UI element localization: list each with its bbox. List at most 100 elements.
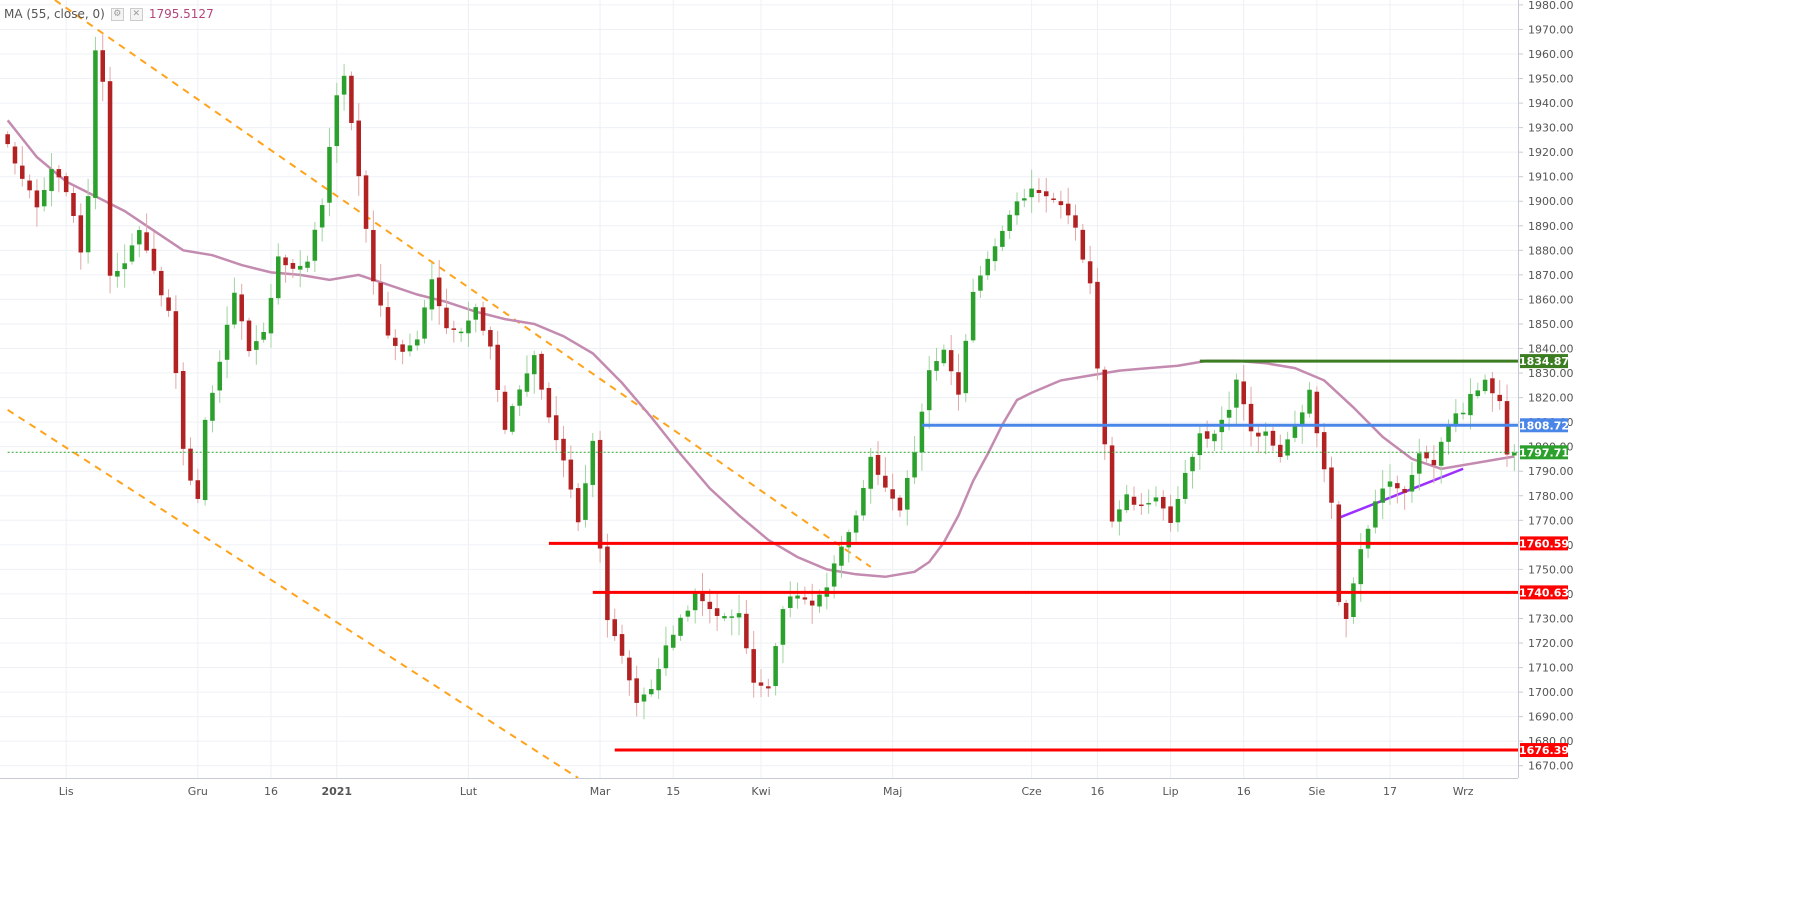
candle-body bbox=[1387, 481, 1393, 487]
candle-body bbox=[839, 546, 844, 566]
indicator-name: MA (55, close, 0) bbox=[4, 7, 105, 21]
candle-body bbox=[1073, 215, 1078, 228]
candle-body bbox=[956, 372, 961, 395]
candle-body bbox=[1095, 281, 1100, 369]
candle-body bbox=[451, 328, 457, 330]
candle-body bbox=[846, 532, 852, 548]
candle-body bbox=[1058, 201, 1064, 206]
candle-body bbox=[356, 120, 361, 177]
candle-body bbox=[1438, 441, 1444, 466]
candle-body bbox=[963, 340, 969, 394]
candle-body bbox=[254, 341, 259, 350]
candle-body bbox=[1409, 474, 1415, 492]
y-tick-label: 1790.00 bbox=[1528, 465, 1574, 478]
y-tick-label: 1910.00 bbox=[1528, 171, 1574, 184]
candle-body bbox=[568, 459, 574, 490]
candle-body bbox=[517, 389, 522, 406]
candle-body bbox=[934, 361, 939, 371]
candle-body bbox=[575, 488, 581, 523]
candle-body bbox=[71, 193, 76, 216]
candle-body bbox=[926, 370, 932, 411]
y-tick-label: 1830.00 bbox=[1528, 367, 1574, 380]
x-tick-label: Lip bbox=[1162, 785, 1178, 798]
candle-body bbox=[1007, 214, 1012, 231]
candle-body bbox=[224, 324, 230, 360]
candle-body bbox=[1241, 381, 1246, 405]
y-tick-label: 1840.00 bbox=[1528, 343, 1574, 356]
candle-body bbox=[129, 245, 135, 262]
candle-body bbox=[327, 146, 332, 203]
level-price-label: 1808.72 bbox=[1519, 419, 1569, 432]
x-tick-label: Lut bbox=[460, 785, 478, 798]
y-tick-label: 1870.00 bbox=[1528, 269, 1574, 282]
candle-body bbox=[627, 657, 632, 681]
candle-body bbox=[1424, 452, 1429, 459]
y-tick-label: 1950.00 bbox=[1528, 73, 1574, 86]
candle-body bbox=[809, 600, 815, 606]
candle-body bbox=[707, 601, 713, 610]
y-tick-label: 1920.00 bbox=[1528, 146, 1574, 159]
candle-body bbox=[1512, 452, 1517, 456]
candle-body bbox=[1453, 413, 1459, 425]
candle-body bbox=[817, 594, 822, 607]
y-tick-label: 1890.00 bbox=[1528, 220, 1574, 233]
candle-body bbox=[305, 261, 310, 268]
indicator-value: 1795.5127 bbox=[148, 7, 214, 21]
candle-body bbox=[173, 311, 179, 374]
candle-body bbox=[685, 610, 691, 617]
candle-body bbox=[495, 344, 500, 390]
candle-body bbox=[787, 596, 793, 608]
candle-body bbox=[1336, 504, 1342, 603]
candle-body bbox=[1365, 528, 1371, 549]
candle-body bbox=[831, 563, 837, 587]
candle-body bbox=[553, 415, 559, 441]
level-price-tag bbox=[1520, 743, 1568, 758]
close-icon[interactable]: ✕ bbox=[129, 7, 143, 21]
trend-line-dashed bbox=[7, 409, 579, 779]
candle-body bbox=[1402, 488, 1407, 493]
candle-body bbox=[670, 634, 676, 648]
candle-body bbox=[349, 75, 354, 123]
x-tick-label: 16 bbox=[1237, 785, 1251, 798]
candle-body bbox=[641, 694, 647, 702]
gear-icon[interactable]: ⚙ bbox=[110, 7, 124, 21]
candle-body bbox=[261, 331, 266, 340]
candle-body bbox=[714, 608, 720, 616]
candle-body bbox=[137, 230, 142, 245]
x-tick-label: Maj bbox=[883, 785, 902, 798]
x-tick-label: 16 bbox=[1090, 785, 1104, 798]
candle-body bbox=[1204, 431, 1210, 439]
candle-body bbox=[912, 452, 917, 478]
candle-body bbox=[663, 645, 669, 669]
level-price-tag bbox=[1520, 418, 1568, 433]
candle-body bbox=[941, 349, 947, 364]
candle-body bbox=[502, 391, 508, 430]
candle-body bbox=[93, 50, 98, 198]
candle-body bbox=[883, 475, 888, 488]
candle-body bbox=[480, 307, 486, 331]
candle-body bbox=[1468, 393, 1473, 416]
candle-body bbox=[1124, 494, 1129, 511]
y-tick-label: 1860.00 bbox=[1528, 293, 1574, 306]
candle-body bbox=[1168, 506, 1173, 523]
candle-body bbox=[1022, 198, 1027, 201]
candle-body bbox=[1197, 433, 1203, 456]
candle-body bbox=[539, 353, 544, 390]
candle-body bbox=[100, 50, 106, 82]
candle-body bbox=[1109, 445, 1115, 522]
x-tick-label: Mar bbox=[590, 785, 611, 798]
candle-body bbox=[773, 646, 778, 686]
candle-body bbox=[1314, 391, 1320, 434]
y-tick-label: 1700.00 bbox=[1528, 686, 1574, 699]
candle-body bbox=[458, 331, 464, 334]
grid bbox=[0, 0, 1518, 778]
candle-body bbox=[12, 146, 18, 164]
candle-body bbox=[217, 361, 223, 391]
candle-body bbox=[1182, 472, 1188, 499]
level-price-tag bbox=[1520, 354, 1568, 369]
candle-body bbox=[1490, 378, 1495, 394]
candle-body bbox=[385, 307, 391, 336]
candle-body bbox=[363, 175, 369, 229]
